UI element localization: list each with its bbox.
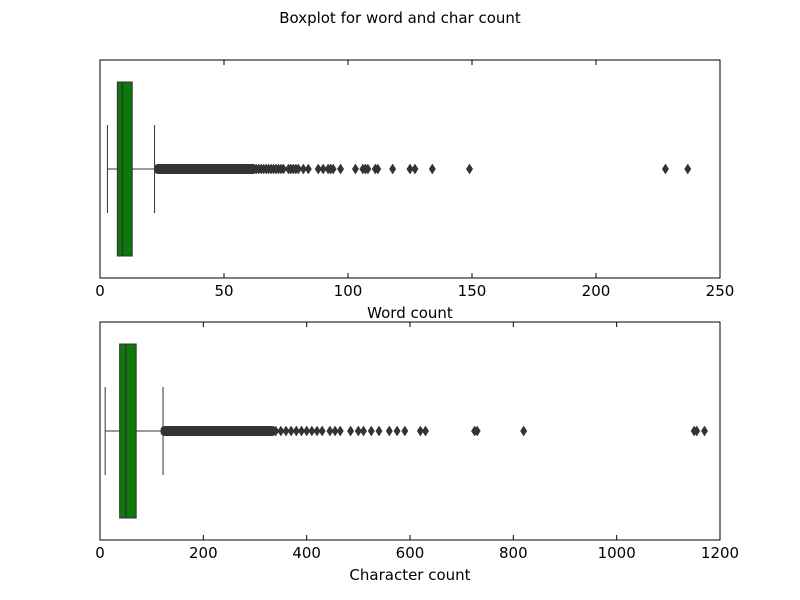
panel1-xlabel: Word count (367, 304, 453, 322)
panel1-tick-label: 150 (458, 282, 487, 300)
panel2-outlier-point (303, 425, 311, 437)
panel1-outlier-point (304, 163, 312, 175)
panel2-tick-label: 800 (499, 544, 528, 562)
panel2-outlier-point (520, 425, 528, 437)
panel1-tick-label: 50 (214, 282, 233, 300)
panel2-outlier-point (318, 425, 326, 437)
panel1-outlier-point (374, 163, 382, 175)
panel1-outlier-point (294, 163, 302, 175)
panel1-outlier-point (428, 163, 436, 175)
panel2-outlier-point (313, 425, 321, 437)
panel2-outlier-band (160, 426, 277, 436)
panel1-outlier-point (684, 163, 692, 175)
panel2-outlier-point (416, 425, 424, 437)
panel2-outlier-point (375, 425, 383, 437)
panel1-outlier-point (661, 163, 669, 175)
panel2-outlier-point (401, 425, 409, 437)
panel1-tick-label: 250 (706, 282, 735, 300)
panel2-outlier-point (360, 425, 367, 437)
panel1-outlier-point (351, 163, 359, 175)
panel2-outlier-point (292, 425, 300, 437)
panel1-outlier-point (337, 163, 345, 175)
panel2-outlier-point (347, 425, 355, 437)
panel1-outlier-point (364, 163, 372, 175)
panel2-outlier-point (336, 425, 344, 437)
figure-title: Boxplot for word and char count (279, 9, 521, 27)
panel1-outlier-point (319, 163, 327, 175)
panel2-outlier-point (701, 425, 708, 437)
panel1-outlier-point (329, 163, 337, 175)
panel2-outlier-point (367, 425, 375, 437)
panel1-outlier-point (314, 163, 322, 175)
panel2-outlier-point (277, 425, 285, 437)
panel1-outlier-point (406, 163, 414, 175)
panel2-outlier-point (385, 425, 393, 437)
panel2-box (119, 343, 137, 519)
panel2-outlier-point (282, 425, 290, 437)
panel2-outlier-point (287, 425, 295, 437)
panel2-tick-label: 200 (189, 544, 218, 562)
panel2-outlier-point (354, 425, 362, 437)
panel2-tick-label: 1000 (598, 544, 636, 562)
panel2-outlier-point (331, 425, 339, 437)
panel1-tick-label: 0 (95, 282, 105, 300)
panel2-outlier-point (393, 425, 401, 437)
panel2-tick-label: 400 (292, 544, 321, 562)
panel2-outlier-point (693, 425, 701, 437)
panel2-outlier-point (272, 425, 280, 437)
panel2-xlabel: Character count (349, 566, 470, 584)
panel2-tick-label: 1200 (701, 544, 739, 562)
panel1-outlier-point (411, 163, 419, 175)
panel2-outlier-point (422, 425, 429, 437)
panel2-outlier-point (298, 425, 305, 437)
panel1-outlier-point (280, 163, 288, 175)
panel2-tick-label: 600 (396, 544, 425, 562)
panel1-tick-label: 200 (582, 282, 611, 300)
panel2-tick-label: 0 (95, 544, 105, 562)
panel1-tick-label: 100 (334, 282, 363, 300)
panel1-outlier-band (154, 164, 257, 174)
panel1-outlier-point (466, 163, 474, 175)
panel2-outlier-point (308, 425, 316, 437)
panel2-outlier-point (326, 425, 334, 437)
panel1-outlier-point (389, 163, 397, 175)
panel2-outlier-point (473, 425, 481, 437)
panel1-box (116, 81, 133, 257)
panel1-outlier-point (299, 163, 307, 175)
